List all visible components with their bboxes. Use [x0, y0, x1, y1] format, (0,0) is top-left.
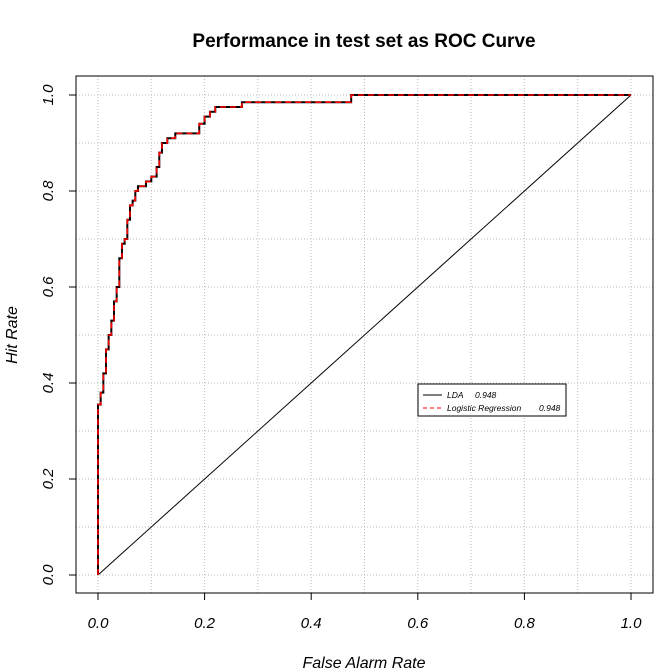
legend-label-logistic: Logistic Regression: [447, 403, 521, 413]
x-tick-label: 1.0: [621, 615, 643, 632]
y-tick-label: 0.0: [40, 564, 57, 586]
x-tick-label: 0.6: [407, 615, 429, 632]
y-tick-label: 0.6: [40, 276, 57, 298]
x-tick-label: 0.4: [301, 615, 322, 632]
x-tick-label: 0.2: [194, 615, 216, 632]
grid-lines: [76, 76, 653, 593]
legend-box: [417, 383, 567, 417]
x-axis-label: False Alarm Rate: [303, 655, 426, 671]
plot-frame: [75, 75, 654, 594]
y-axis-label: Hit Rate: [4, 306, 21, 364]
x-tick-label: 0.0: [88, 615, 110, 632]
y-tick-label: 0.2: [40, 468, 57, 490]
reference-diagonal: [97, 94, 632, 576]
legend-label-lda: LDA: [447, 390, 464, 400]
legend: LDA 0.948 Logistic Regression 0.948: [417, 383, 567, 417]
diagonal-line: [97, 94, 632, 576]
y-tick-label: 0.8: [40, 180, 57, 202]
y-tick-label: 1.0: [40, 84, 57, 106]
x-tick-label: 0.8: [514, 615, 536, 632]
series-line-logistic-regression: [97, 94, 631, 575]
y-tick-label: 0.4: [40, 373, 57, 394]
legend-auc-logistic: 0.948: [539, 403, 561, 413]
legend-auc-lda: 0.948: [475, 390, 497, 400]
chart-title: Performance in test set as ROC Curve: [192, 31, 535, 52]
series-layer: [97, 94, 631, 575]
axes: 0.0 0.2 0.4 0.6 0.8 1.0 0.0 0.2 0.4 0.6 0.8 1.0: [40, 84, 642, 632]
